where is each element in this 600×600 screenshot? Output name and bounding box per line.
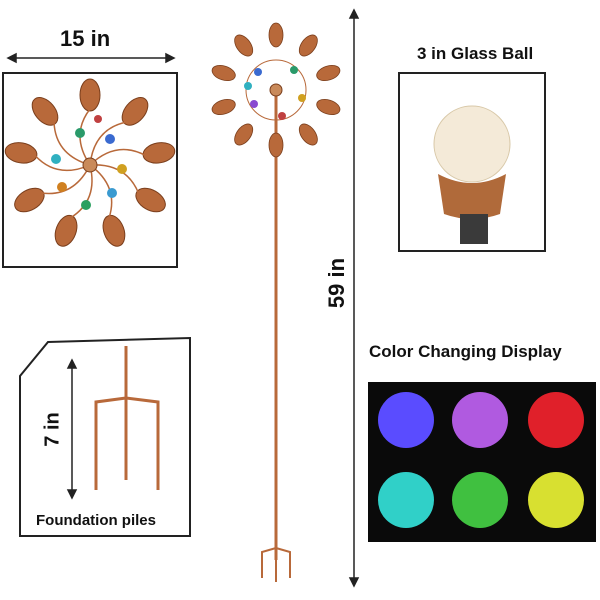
width-label: 15 in [60, 26, 111, 51]
height-dimension-arrow [348, 8, 360, 588]
glass-ball-image [433, 105, 511, 244]
wind-spinner-product [211, 22, 341, 582]
color-balls [378, 392, 584, 528]
stake-height-label: 7 in [41, 412, 64, 447]
ball-cyan [378, 472, 434, 528]
foundation-stake-closeup [94, 346, 160, 490]
stake-panel-outline [19, 336, 191, 537]
color-display-panel [368, 382, 596, 542]
spinner-closeup-frame [2, 72, 178, 268]
foundation-label: Foundation piles [36, 512, 156, 529]
ball-yellow [528, 472, 584, 528]
glass-ball-label: 3 in Glass Ball [417, 44, 534, 63]
stake-dimension-arrow [66, 358, 78, 500]
height-label: 59 in [324, 257, 350, 309]
color-display-label: Color Changing Display [369, 342, 562, 361]
glass-ball-frame [398, 72, 546, 252]
width-dimension-arrow [6, 52, 176, 64]
ball-blue [378, 392, 434, 448]
ball-green [452, 472, 508, 528]
ball-red [528, 392, 584, 448]
spinner-closeup [4, 78, 176, 247]
ball-purple [452, 392, 508, 448]
